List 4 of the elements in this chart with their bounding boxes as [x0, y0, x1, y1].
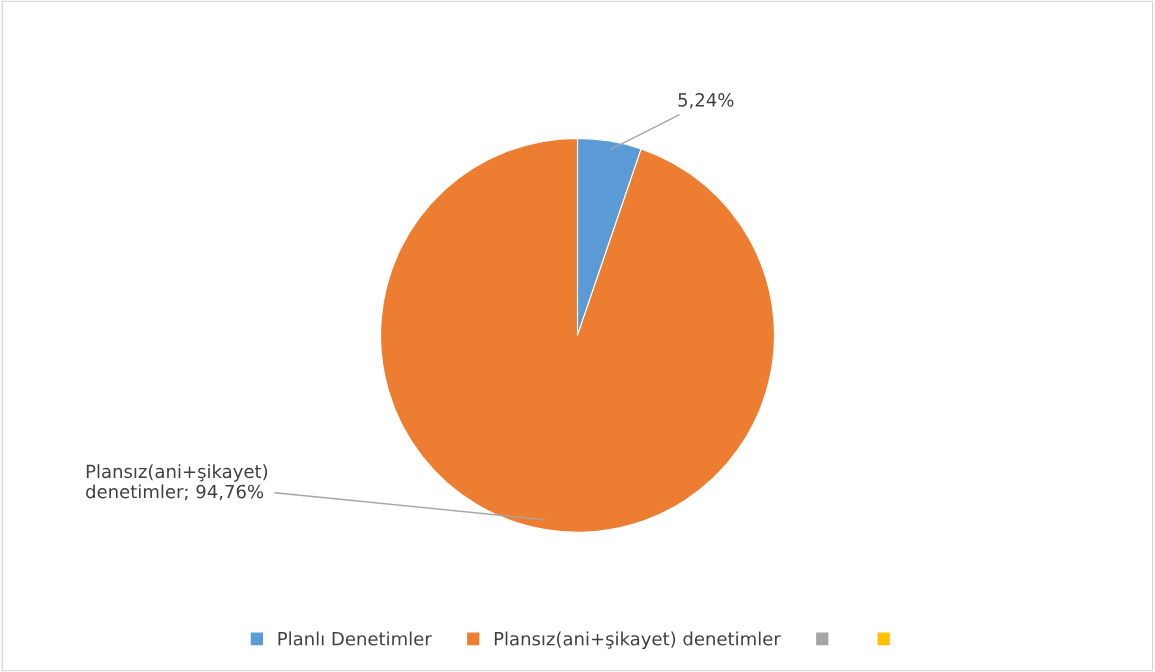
legend-label: Plansız(ani+şikayet) denetimler: [494, 631, 781, 650]
data-label: Plansız(ani+şikayet) denetimler; 94,76%: [86, 464, 268, 501]
legend-label: Planlı Denetimler: [278, 631, 432, 646]
data-label: 5,24%: [678, 93, 734, 109]
